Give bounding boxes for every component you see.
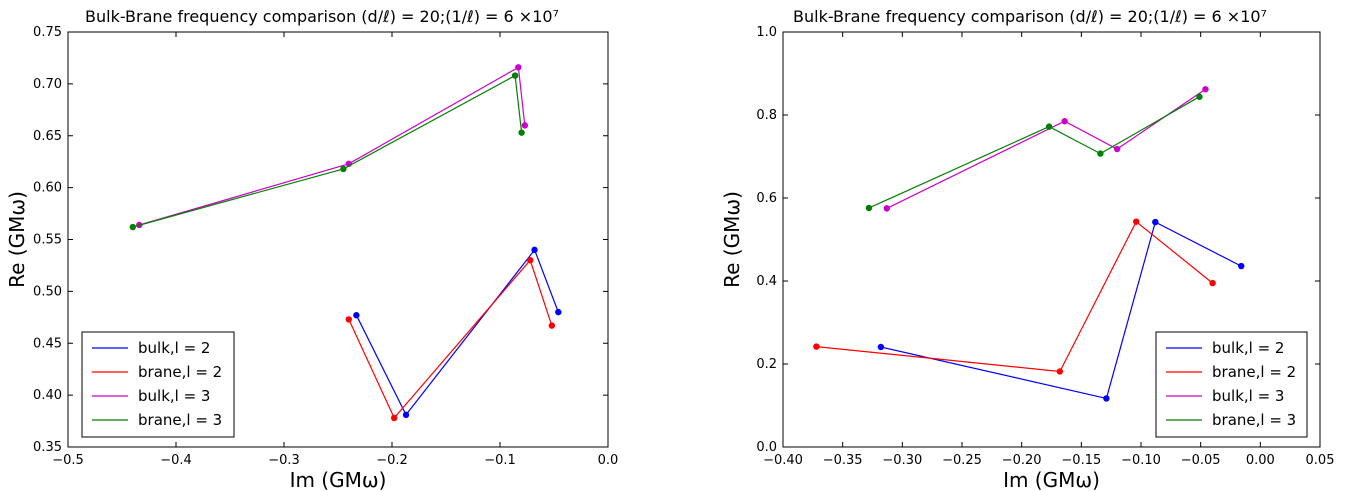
x-tick-label: −0.1 (484, 453, 516, 468)
data-point (1061, 118, 1068, 125)
x-tick-label: −0.35 (823, 453, 863, 468)
data-point (555, 308, 562, 316)
chart-title: Bulk-Brane frequency comparison (d/ℓ) = … (85, 7, 559, 26)
y-tick-label: 0.75 (33, 25, 62, 40)
data-point (1113, 145, 1121, 153)
legend-entry: brane,l = 2 (138, 363, 222, 381)
data-point (129, 223, 136, 231)
x-axis-label: Im (GMω) (1003, 468, 1100, 491)
x-tick-label: −0.25 (942, 453, 982, 468)
data-point (1152, 218, 1159, 226)
chart-title: Bulk-Brane frequency comparison (d/ℓ) = … (793, 7, 1267, 26)
legend-entry: bulk,l = 2 (138, 339, 210, 357)
data-point (390, 414, 398, 422)
series-4 (129, 72, 525, 231)
series-line (355, 248, 559, 416)
y-axis-label: Re (GMω) (720, 191, 744, 288)
legend: bulk,l = 2 brane,l = 2 bulk,l = 3 brane,l =… (81, 331, 235, 438)
data-point (518, 129, 525, 136)
series-2 (813, 218, 1216, 375)
x-tick-label: −0.10 (1121, 453, 1161, 468)
y-tick-label: 0.2 (756, 357, 777, 372)
y-tick-label: 0.0 (756, 440, 777, 455)
series-line (880, 221, 1242, 400)
data-point (1238, 262, 1245, 270)
series-2 (345, 257, 556, 422)
x-tick-label: −0.30 (882, 453, 922, 468)
data-point (1045, 123, 1053, 130)
data-point (1056, 368, 1064, 375)
series-1 (877, 218, 1245, 402)
x-tick-label: −0.3 (268, 453, 300, 468)
x-tick-label: −0.5 (52, 453, 84, 468)
legend-entry: brane,l = 2 (1212, 363, 1296, 381)
y-tick-label: 0.35 (33, 440, 62, 455)
data-point (883, 205, 891, 212)
y-tick-label: 0.65 (33, 129, 62, 144)
data-point (1209, 279, 1216, 287)
y-tick-label: 0.45 (33, 336, 62, 351)
data-point (1196, 93, 1203, 100)
data-point (511, 72, 519, 79)
x-tick-label: 0.05 (1306, 453, 1335, 468)
data-point (1097, 150, 1104, 157)
x-tick-label: −0.40 (763, 453, 803, 468)
y-tick-label: 0.70 (33, 77, 62, 92)
x-tick-label: −0.4 (160, 453, 192, 468)
y-tick-label: 0.6 (756, 191, 777, 206)
data-point (345, 316, 352, 323)
x-tick-label: 0.00 (1246, 453, 1275, 468)
y-axis-label: Re (GMω) (5, 191, 29, 288)
x-tick-label: −0.05 (1181, 453, 1221, 468)
data-point (1103, 395, 1110, 402)
data-point (1202, 86, 1209, 93)
y-tick-label: 0.55 (33, 233, 62, 248)
legend-entry: bulk,l = 3 (138, 387, 210, 405)
legend-entry: bulk,l = 3 (1212, 387, 1284, 405)
x-axis-label: Im (GMω) (290, 468, 387, 491)
data-point (531, 246, 538, 254)
series-line (868, 96, 1200, 209)
data-point (865, 204, 873, 212)
x-tick-label: −0.2 (376, 453, 408, 468)
y-tick-label: 0.40 (33, 388, 62, 403)
data-point (813, 343, 820, 350)
series-line (816, 220, 1213, 373)
legend: bulk,l = 2 brane,l = 2 bulk,l = 3 brane,l =… (1155, 331, 1308, 438)
chart-1: −0.5 −0.4 −0.3 −0.2 −0.1 0.0 0.35 0.40 0.45 0.50 0… (5, 7, 618, 491)
data-point (521, 122, 529, 129)
series-line (139, 66, 526, 226)
data-point (402, 411, 410, 419)
legend-entry: brane,l = 3 (138, 411, 222, 429)
series-line (348, 259, 553, 419)
chart-2: −0.40 −0.35 −0.30 −0.25 −0.20 −0.15 −0.10 −0.05… (720, 7, 1334, 491)
data-point (353, 312, 360, 319)
y-tick-label: 0.50 (33, 284, 62, 299)
x-tick-label: −0.20 (1002, 453, 1042, 468)
data-point (527, 257, 534, 264)
y-tick-label: 1.0 (756, 25, 777, 40)
y-tick-label: 0.8 (756, 108, 777, 123)
data-point (515, 64, 522, 71)
data-point (1133, 218, 1140, 225)
legend-entry: bulk,l = 2 (1212, 339, 1284, 357)
x-tick-label: −0.15 (1061, 453, 1101, 468)
legend-entry: brane,l = 3 (1212, 411, 1296, 429)
data-point (877, 343, 885, 351)
series-1 (353, 246, 562, 419)
series-line (132, 74, 523, 228)
y-tick-label: 0.4 (756, 274, 777, 289)
series-4 (865, 93, 1203, 212)
data-point (548, 322, 556, 329)
x-tick-label: 0.0 (598, 453, 619, 468)
data-point (340, 165, 347, 173)
y-tick-label: 0.60 (33, 181, 62, 196)
